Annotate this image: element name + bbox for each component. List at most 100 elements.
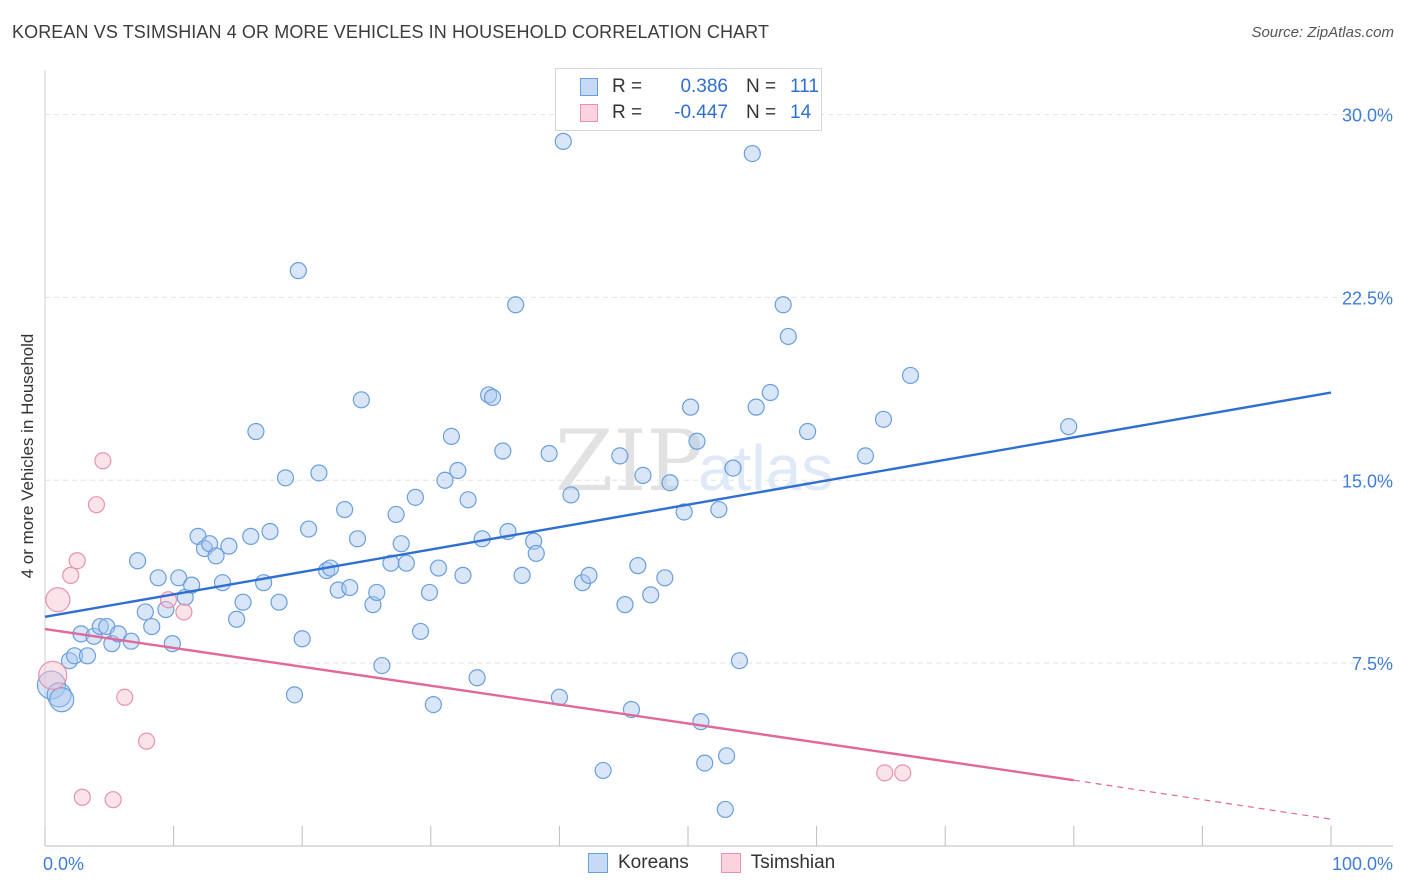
korean-point: [49, 687, 75, 713]
korean-point: [436, 471, 454, 489]
tsimshian-legend-swatch: [720, 853, 741, 873]
korean-point: [352, 391, 370, 409]
korean-point: [554, 132, 572, 150]
korean-point: [1060, 418, 1078, 436]
korean-point: [459, 491, 477, 509]
korean-point: [60, 652, 79, 670]
korean-point: [213, 574, 232, 592]
r-value: -0.447: [674, 102, 728, 123]
korean-point: [442, 427, 460, 445]
legend-row-tsimshian: R = -0.447 N = 14: [580, 101, 811, 125]
tsimshian-legend-label: Tsimshian: [750, 852, 836, 873]
korean-point: [901, 366, 920, 385]
korean-point: [406, 488, 424, 506]
korean-point: [730, 652, 749, 670]
korean-point: [373, 656, 391, 675]
tsimshian-point: [175, 603, 193, 621]
korean-point: [310, 464, 328, 482]
n-value: 14: [790, 102, 812, 123]
korean-point: [411, 622, 430, 641]
tsimshian-point: [137, 732, 156, 750]
korean-point: [242, 527, 260, 545]
korean-point: [562, 486, 580, 504]
tsimshian-swatch: [580, 104, 598, 122]
korean-point: [341, 578, 359, 597]
korean-point: [220, 537, 238, 555]
korean-point: [276, 469, 295, 487]
korean-point: [91, 617, 109, 636]
korean-point: [611, 447, 629, 465]
korean-point: [629, 557, 647, 575]
korean-point: [157, 600, 175, 619]
korean-point: [798, 422, 817, 441]
korean-point: [483, 388, 502, 406]
korean-point: [454, 566, 472, 584]
tsimshian-point: [62, 566, 80, 584]
tsimshian-point: [38, 660, 68, 690]
korean-point: [449, 461, 467, 480]
y-tick-label: 7.5%: [1352, 654, 1393, 674]
korean-point: [661, 474, 679, 492]
korean-point: [170, 569, 188, 587]
korean-point: [507, 296, 525, 314]
korean-point: [183, 576, 201, 594]
tsimshian-point: [894, 764, 912, 782]
korean-point: [261, 522, 279, 541]
korean-point: [78, 647, 97, 665]
korean-point: [580, 566, 598, 584]
korean-point: [856, 447, 875, 465]
korean-point: [143, 617, 161, 636]
korean-point: [774, 296, 792, 314]
chart-title: KOREAN VS TSIMSHIAN 4 OR MORE VEHICLES I…: [12, 22, 770, 42]
tsimshian-point: [94, 452, 112, 470]
r-label: R =: [612, 102, 643, 123]
korean-point: [747, 398, 765, 416]
tsimshian-point: [45, 587, 71, 613]
tick-labels: 7.5% 15.0% 22.5% 30.0% 0.0% 100.0%: [43, 106, 1393, 874]
tsimshian-points: [38, 452, 912, 809]
korean-point: [642, 586, 660, 604]
korean-point: [207, 547, 225, 565]
korean-point: [527, 544, 545, 563]
trend-lines: [44, 391, 1332, 820]
korean-point: [336, 500, 354, 519]
y-tick-label: 30.0%: [1342, 106, 1393, 126]
n-value: 111: [790, 76, 819, 97]
x-tick-label-max: 100.0%: [1332, 854, 1393, 874]
series-legend: Koreans Tsimshian: [588, 852, 835, 874]
koreans-legend-swatch: [588, 853, 608, 873]
y-tick-label: 15.0%: [1342, 471, 1393, 491]
korean-point: [293, 630, 311, 648]
korean-point: [688, 432, 706, 450]
watermark-atlas: atlas: [698, 432, 833, 504]
tsimshian-point: [73, 788, 91, 806]
korean-point: [761, 383, 779, 402]
korean-point: [779, 327, 797, 346]
korean-point: [234, 593, 252, 611]
correlation-legend: R = 0.386 N = 111 R = -0.447 N = 14: [555, 68, 822, 131]
tsimshian-point: [87, 496, 106, 514]
tsimshian-point: [104, 791, 122, 809]
korean-point: [109, 625, 127, 643]
koreans-legend-label: Koreans: [618, 852, 689, 873]
korean-point: [681, 398, 700, 416]
korean-point: [710, 500, 728, 519]
r-label: R =: [612, 76, 643, 97]
axes: [44, 70, 1393, 847]
korean-point: [392, 535, 410, 553]
korean-point: [65, 647, 84, 665]
korean-point: [424, 695, 442, 714]
korean-point: [724, 459, 742, 477]
korean-point: [397, 554, 415, 572]
korean-point: [300, 520, 318, 538]
tsimshian-trend-line: [44, 627, 1074, 782]
korean-point: [270, 593, 288, 611]
korean-point: [675, 503, 693, 521]
korean-point: [429, 559, 448, 577]
korean-point: [289, 262, 307, 280]
tsimshian-point: [116, 688, 134, 706]
korean-point: [387, 505, 405, 524]
korean-point: [616, 596, 634, 614]
korean-point: [717, 747, 736, 765]
korean-point: [468, 669, 486, 687]
